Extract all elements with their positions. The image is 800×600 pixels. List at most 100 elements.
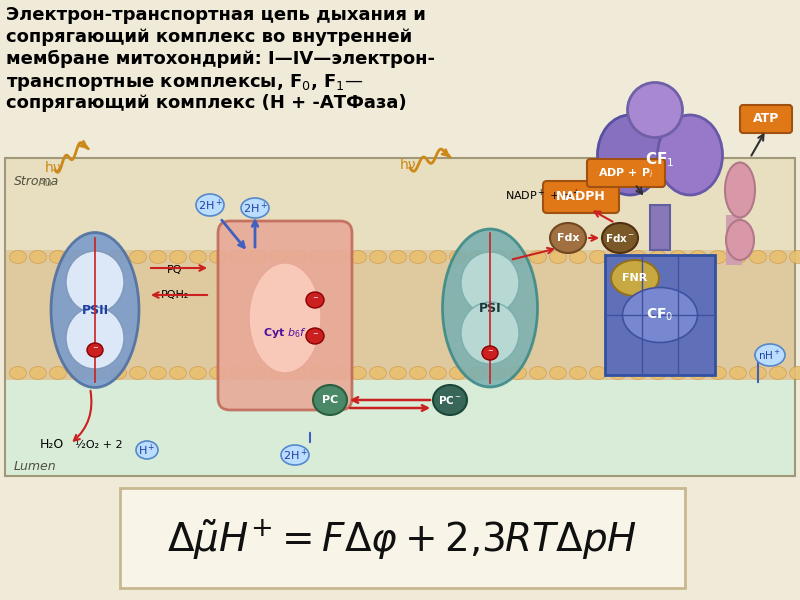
Ellipse shape <box>170 367 186 379</box>
Bar <box>605 255 715 375</box>
Ellipse shape <box>150 251 166 263</box>
Ellipse shape <box>250 251 266 263</box>
Text: ATP: ATP <box>753 113 779 125</box>
Ellipse shape <box>310 251 326 263</box>
Ellipse shape <box>710 251 726 263</box>
Ellipse shape <box>770 367 786 379</box>
Ellipse shape <box>50 251 66 263</box>
Text: PQH₂: PQH₂ <box>161 290 189 300</box>
Ellipse shape <box>210 251 226 263</box>
Ellipse shape <box>10 367 26 379</box>
Ellipse shape <box>470 367 486 379</box>
Ellipse shape <box>290 251 306 263</box>
Ellipse shape <box>590 251 606 263</box>
Text: H$^+$: H$^+$ <box>138 442 156 458</box>
Text: $^-$: $^-$ <box>90 345 99 355</box>
Text: Cyt $b_6f$: Cyt $b_6f$ <box>263 326 307 340</box>
Ellipse shape <box>130 251 146 263</box>
Ellipse shape <box>306 328 324 344</box>
Ellipse shape <box>350 251 366 263</box>
Ellipse shape <box>249 263 321 373</box>
Text: Lumen: Lumen <box>14 460 57 473</box>
Ellipse shape <box>510 251 526 263</box>
Ellipse shape <box>750 251 766 263</box>
Text: Stroma: Stroma <box>14 175 59 188</box>
Ellipse shape <box>611 260 659 296</box>
Ellipse shape <box>50 367 66 379</box>
Ellipse shape <box>313 385 347 415</box>
Ellipse shape <box>390 251 406 263</box>
Text: сопрягающий комплекс во внутренней: сопрягающий комплекс во внутренней <box>6 28 412 46</box>
Ellipse shape <box>510 367 526 379</box>
Ellipse shape <box>170 251 186 263</box>
Ellipse shape <box>461 252 519 314</box>
Text: $\Delta\tilde{\mu}H^{+} = F\Delta\varphi + 2{,}3RT\Delta pH$: $\Delta\tilde{\mu}H^{+} = F\Delta\varphi… <box>167 518 637 562</box>
Ellipse shape <box>210 367 226 379</box>
Text: PQ: PQ <box>167 265 182 275</box>
Ellipse shape <box>370 251 386 263</box>
Ellipse shape <box>290 367 306 379</box>
Text: 2H$^+$: 2H$^+$ <box>242 200 267 215</box>
Ellipse shape <box>730 251 746 263</box>
Ellipse shape <box>598 115 662 195</box>
Ellipse shape <box>470 251 486 263</box>
Text: мембране митохондрий: I—IV—электрон-: мембране митохондрий: I—IV—электрон- <box>6 50 435 68</box>
Text: ADP + P$_i$: ADP + P$_i$ <box>598 166 654 180</box>
Text: FNR: FNR <box>622 273 648 283</box>
Ellipse shape <box>87 343 103 357</box>
Ellipse shape <box>670 367 686 379</box>
Ellipse shape <box>250 367 266 379</box>
Text: Fdx: Fdx <box>557 233 579 243</box>
Text: hν: hν <box>45 161 62 175</box>
Ellipse shape <box>281 445 309 465</box>
Ellipse shape <box>110 367 126 379</box>
FancyBboxPatch shape <box>218 221 352 410</box>
Ellipse shape <box>670 251 686 263</box>
Ellipse shape <box>270 367 286 379</box>
Ellipse shape <box>630 367 646 379</box>
Ellipse shape <box>110 251 126 263</box>
Ellipse shape <box>570 251 586 263</box>
Bar <box>726 215 742 265</box>
Text: Электрон-транспортная цепь дыхания и: Электрон-транспортная цепь дыхания и <box>6 6 426 24</box>
Ellipse shape <box>550 223 586 253</box>
Ellipse shape <box>430 367 446 379</box>
Ellipse shape <box>590 367 606 379</box>
Ellipse shape <box>10 251 26 263</box>
Ellipse shape <box>390 367 406 379</box>
Ellipse shape <box>66 251 124 313</box>
Ellipse shape <box>490 251 506 263</box>
Text: $^-$: $^-$ <box>486 348 494 358</box>
Text: CF$_1$: CF$_1$ <box>646 151 674 169</box>
Ellipse shape <box>490 367 506 379</box>
Ellipse shape <box>230 367 246 379</box>
Ellipse shape <box>90 251 106 263</box>
Ellipse shape <box>330 251 346 263</box>
Ellipse shape <box>410 251 426 263</box>
Ellipse shape <box>442 229 538 387</box>
Ellipse shape <box>726 220 754 260</box>
Ellipse shape <box>270 251 286 263</box>
Ellipse shape <box>370 367 386 379</box>
Text: PSI: PSI <box>478 301 502 314</box>
Ellipse shape <box>190 367 206 379</box>
Ellipse shape <box>770 251 786 263</box>
Ellipse shape <box>482 346 498 360</box>
Ellipse shape <box>90 367 106 379</box>
Ellipse shape <box>530 251 546 263</box>
Ellipse shape <box>433 385 467 415</box>
Ellipse shape <box>610 251 626 263</box>
Ellipse shape <box>70 251 86 263</box>
Ellipse shape <box>658 115 722 195</box>
Ellipse shape <box>650 251 666 263</box>
Ellipse shape <box>461 302 519 364</box>
Bar <box>5 158 795 476</box>
Ellipse shape <box>430 251 446 263</box>
Ellipse shape <box>530 367 546 379</box>
Ellipse shape <box>570 367 586 379</box>
Text: сопрягающий комплекс (H + -АТФаза): сопрягающий комплекс (H + -АТФаза) <box>6 94 406 112</box>
Ellipse shape <box>755 344 785 366</box>
Bar <box>5 380 795 476</box>
Text: nH$^+$: nH$^+$ <box>758 349 782 362</box>
Text: 2H$^+$: 2H$^+$ <box>282 448 307 463</box>
